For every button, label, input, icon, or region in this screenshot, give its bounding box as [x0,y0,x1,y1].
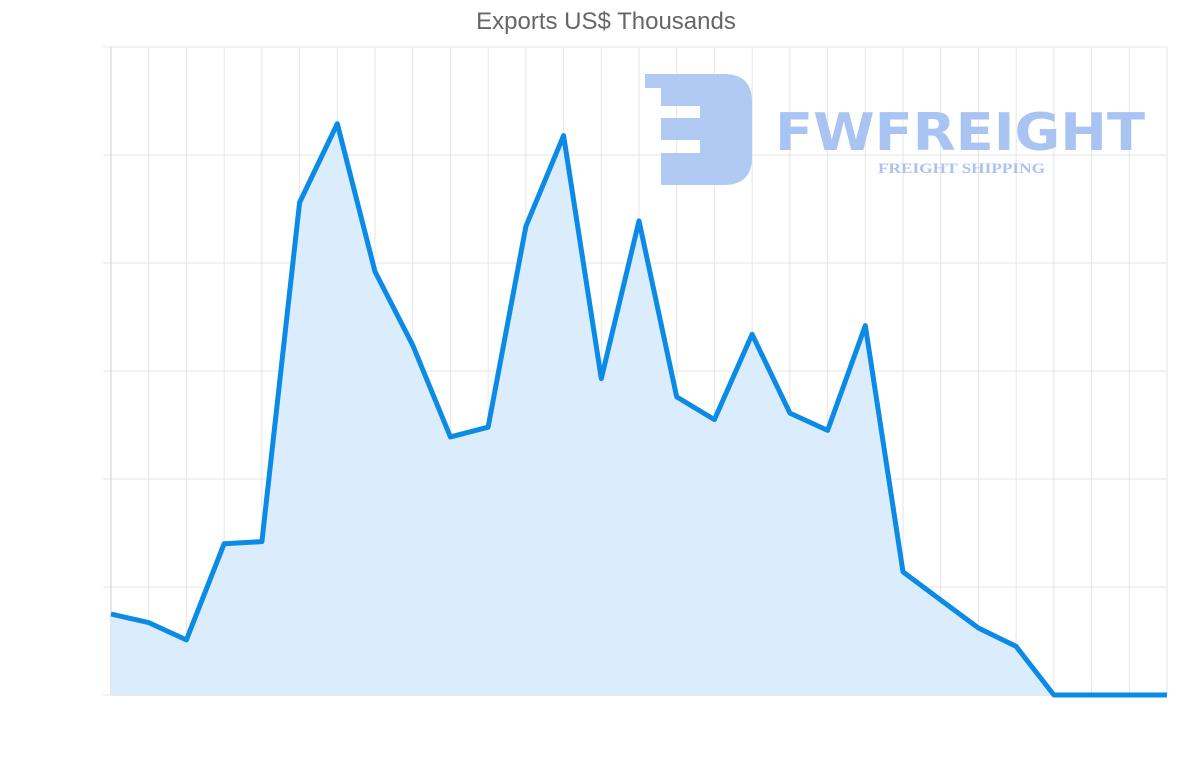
chart-title: Exports US$ Thousands [476,8,736,35]
watermark-brand: FWFREIGHT [775,103,1146,163]
data-line [110,121,1167,698]
area-fill [111,123,1167,695]
fwfreight-logo-icon [645,74,752,185]
fwfreight-watermark: FWFREIGHT FREIGHT SHIPPING [645,74,1146,185]
watermark-tagline: FREIGHT SHIPPING [878,161,1045,177]
